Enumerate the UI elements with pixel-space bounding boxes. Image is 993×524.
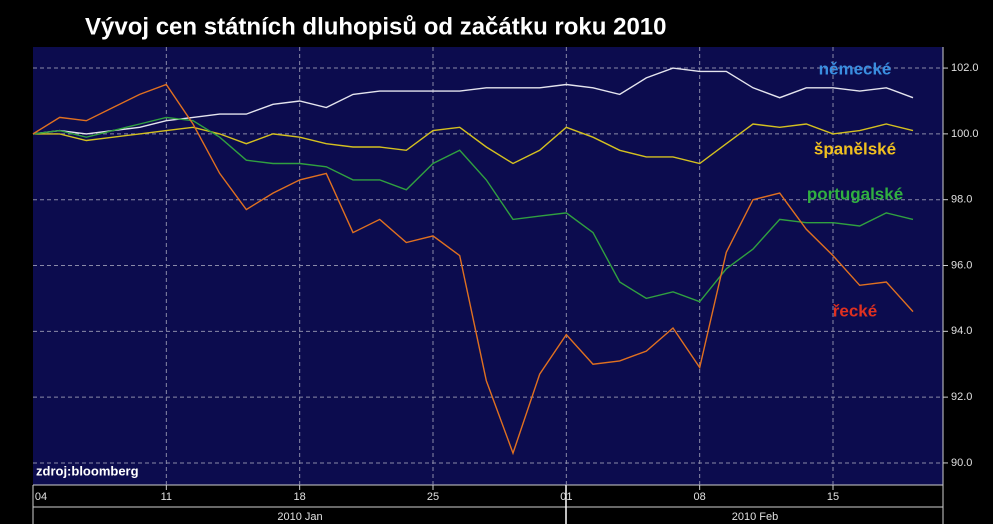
source-note: zdroj:bloomberg — [36, 463, 139, 478]
y-tick-label: 94.0 — [951, 325, 972, 337]
y-tick-label: 102.0 — [951, 62, 979, 74]
x-tick-label: 15 — [827, 491, 839, 503]
y-tick-label: 92.0 — [951, 391, 972, 403]
chart-title: Vývoj cen státních dluhopisů od začátku … — [85, 13, 666, 40]
x-tick-label: 04 — [35, 491, 47, 503]
x-tick-label: 25 — [427, 491, 439, 503]
month-label: 2010 Feb — [732, 511, 778, 523]
x-tick-label: 11 — [161, 491, 172, 503]
x-tick-label: 08 — [694, 491, 706, 503]
month-label: 2010 Jan — [277, 511, 322, 523]
series-label: německé — [819, 59, 892, 78]
series-line — [32, 83, 914, 456]
series-label: portugalské — [807, 184, 903, 203]
series-label: řecké — [833, 301, 877, 320]
y-tick-label: 100.0 — [951, 128, 979, 140]
y-tick-label: 96.0 — [951, 259, 972, 271]
x-tick-label: 01 — [560, 491, 572, 503]
y-tick-label: 98.0 — [951, 194, 972, 206]
series-label: španělské — [814, 139, 896, 158]
series-line — [32, 116, 914, 303]
x-tick-label: 18 — [294, 491, 306, 503]
y-tick-label: 90.0 — [951, 457, 972, 469]
series-line — [33, 123, 914, 165]
